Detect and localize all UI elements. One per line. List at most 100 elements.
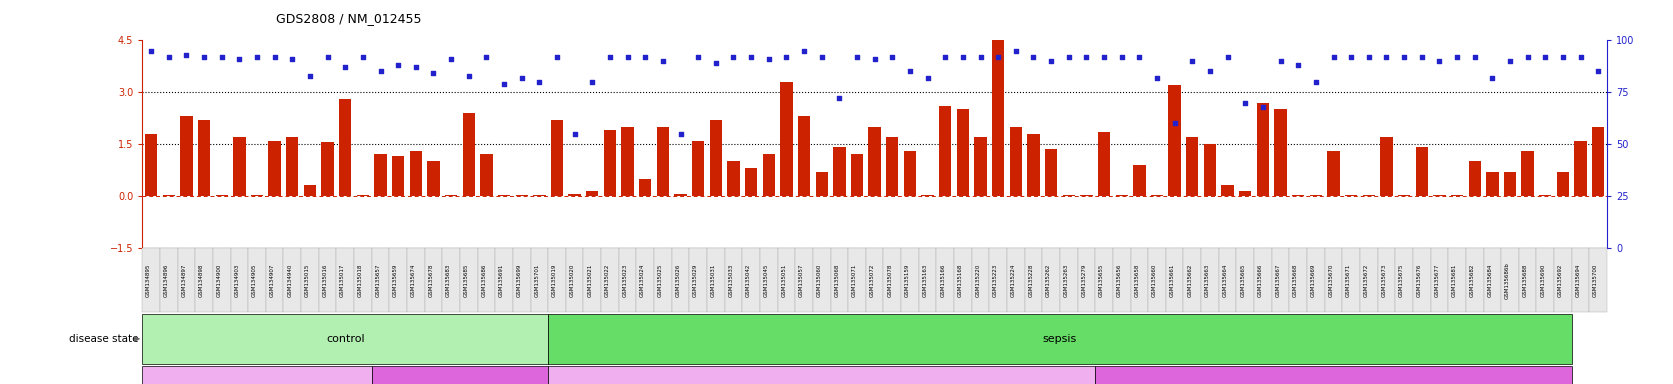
- Text: GSM135667: GSM135667: [1275, 263, 1280, 297]
- Text: GSM135068: GSM135068: [833, 263, 838, 297]
- Bar: [957, 109, 969, 196]
- Text: GSM135672: GSM135672: [1363, 263, 1369, 297]
- Bar: [1362, 195, 1374, 196]
- Bar: [1380, 137, 1392, 196]
- Text: GSM135033: GSM135033: [728, 263, 733, 297]
- Text: GSM135690: GSM135690: [1539, 263, 1544, 297]
- Text: GSM134900: GSM134900: [216, 263, 221, 297]
- Text: GSM135671: GSM135671: [1345, 263, 1350, 297]
- Text: GSM135021: GSM135021: [587, 263, 592, 297]
- Point: [1143, 74, 1169, 81]
- Bar: [515, 195, 527, 196]
- Point: [1496, 58, 1522, 64]
- Point: [967, 54, 994, 60]
- Text: GSM135661: GSM135661: [1169, 263, 1174, 297]
- Text: GSM134905: GSM134905: [253, 263, 258, 297]
- Point: [932, 54, 959, 60]
- Text: GSM135025: GSM135025: [657, 263, 663, 297]
- Point: [331, 64, 358, 70]
- Point: [862, 56, 888, 62]
- Text: GSM135159: GSM135159: [905, 263, 910, 297]
- Text: GSM135682: GSM135682: [1469, 263, 1474, 297]
- Point: [1372, 54, 1399, 60]
- Point: [1477, 74, 1504, 81]
- Point: [1126, 54, 1153, 60]
- Text: GSM135686: GSM135686: [482, 263, 487, 297]
- Text: GSM135279: GSM135279: [1081, 263, 1086, 297]
- Bar: [639, 179, 651, 196]
- Text: GSM135163: GSM135163: [922, 263, 927, 297]
- Text: GSM135701: GSM135701: [534, 263, 539, 297]
- Text: GSM135683: GSM135683: [447, 263, 450, 297]
- Text: GSM135684: GSM135684: [1486, 263, 1491, 297]
- Text: ▶: ▶: [134, 334, 141, 343]
- Bar: [356, 195, 368, 196]
- Point: [137, 48, 164, 54]
- Text: GSM135022: GSM135022: [604, 263, 609, 297]
- Point: [1285, 62, 1312, 68]
- Bar: [181, 116, 192, 196]
- Bar: [391, 156, 405, 196]
- Text: disease state: disease state: [69, 334, 139, 344]
- Bar: [1467, 161, 1481, 196]
- Text: GSM135666: GSM135666: [1256, 263, 1261, 297]
- Text: GSM135018: GSM135018: [358, 263, 363, 297]
- Text: GSM135015: GSM135015: [304, 263, 310, 297]
- Bar: [868, 127, 880, 196]
- Bar: [586, 191, 599, 196]
- Bar: [709, 120, 721, 196]
- Text: GSM135660: GSM135660: [1151, 263, 1156, 297]
- Text: GSM135662: GSM135662: [1186, 263, 1191, 297]
- Bar: [1486, 172, 1497, 196]
- Text: GSM135699: GSM135699: [517, 263, 522, 297]
- Bar: [885, 137, 898, 196]
- Text: GSM135020: GSM135020: [569, 263, 574, 297]
- Text: GSM135663: GSM135663: [1205, 263, 1210, 297]
- Bar: [798, 116, 810, 196]
- Text: sepsis: sepsis: [1042, 334, 1076, 344]
- Bar: [1273, 109, 1287, 196]
- Text: GSM134903: GSM134903: [234, 263, 239, 297]
- Bar: [375, 154, 386, 196]
- Text: GSM135688: GSM135688: [1522, 263, 1527, 297]
- Bar: [1292, 195, 1303, 196]
- Point: [420, 70, 447, 76]
- Text: GSM135670: GSM135670: [1328, 263, 1333, 297]
- Bar: [427, 161, 440, 196]
- Bar: [233, 137, 246, 196]
- Point: [1302, 79, 1328, 85]
- Point: [560, 131, 587, 137]
- Point: [579, 79, 606, 85]
- Point: [738, 54, 765, 60]
- Bar: [480, 154, 492, 196]
- Text: GSM135700: GSM135700: [1593, 263, 1598, 297]
- Text: GSM135675: GSM135675: [1399, 263, 1404, 297]
- Bar: [1133, 165, 1144, 196]
- Text: GSM135685: GSM135685: [463, 263, 468, 297]
- Point: [949, 54, 975, 60]
- Point: [1549, 54, 1576, 60]
- Text: GSM135669: GSM135669: [1310, 263, 1315, 297]
- Bar: [1256, 103, 1268, 196]
- Bar: [1114, 195, 1128, 196]
- Point: [279, 56, 306, 62]
- Text: GSM134940: GSM134940: [288, 263, 293, 297]
- Point: [631, 54, 657, 60]
- Bar: [534, 195, 545, 196]
- Point: [1425, 58, 1452, 64]
- Point: [1584, 68, 1611, 74]
- Point: [172, 52, 199, 58]
- Point: [1355, 54, 1382, 60]
- Bar: [146, 134, 157, 196]
- Text: GSM135694: GSM135694: [1574, 263, 1579, 297]
- Bar: [550, 120, 562, 196]
- Bar: [1573, 141, 1586, 196]
- Bar: [569, 194, 581, 196]
- Text: GSM135031: GSM135031: [711, 263, 716, 297]
- Bar: [621, 127, 634, 196]
- Point: [1091, 54, 1118, 60]
- Point: [825, 95, 852, 101]
- Point: [913, 74, 940, 81]
- Point: [261, 54, 288, 60]
- Text: GSM135691: GSM135691: [499, 263, 504, 297]
